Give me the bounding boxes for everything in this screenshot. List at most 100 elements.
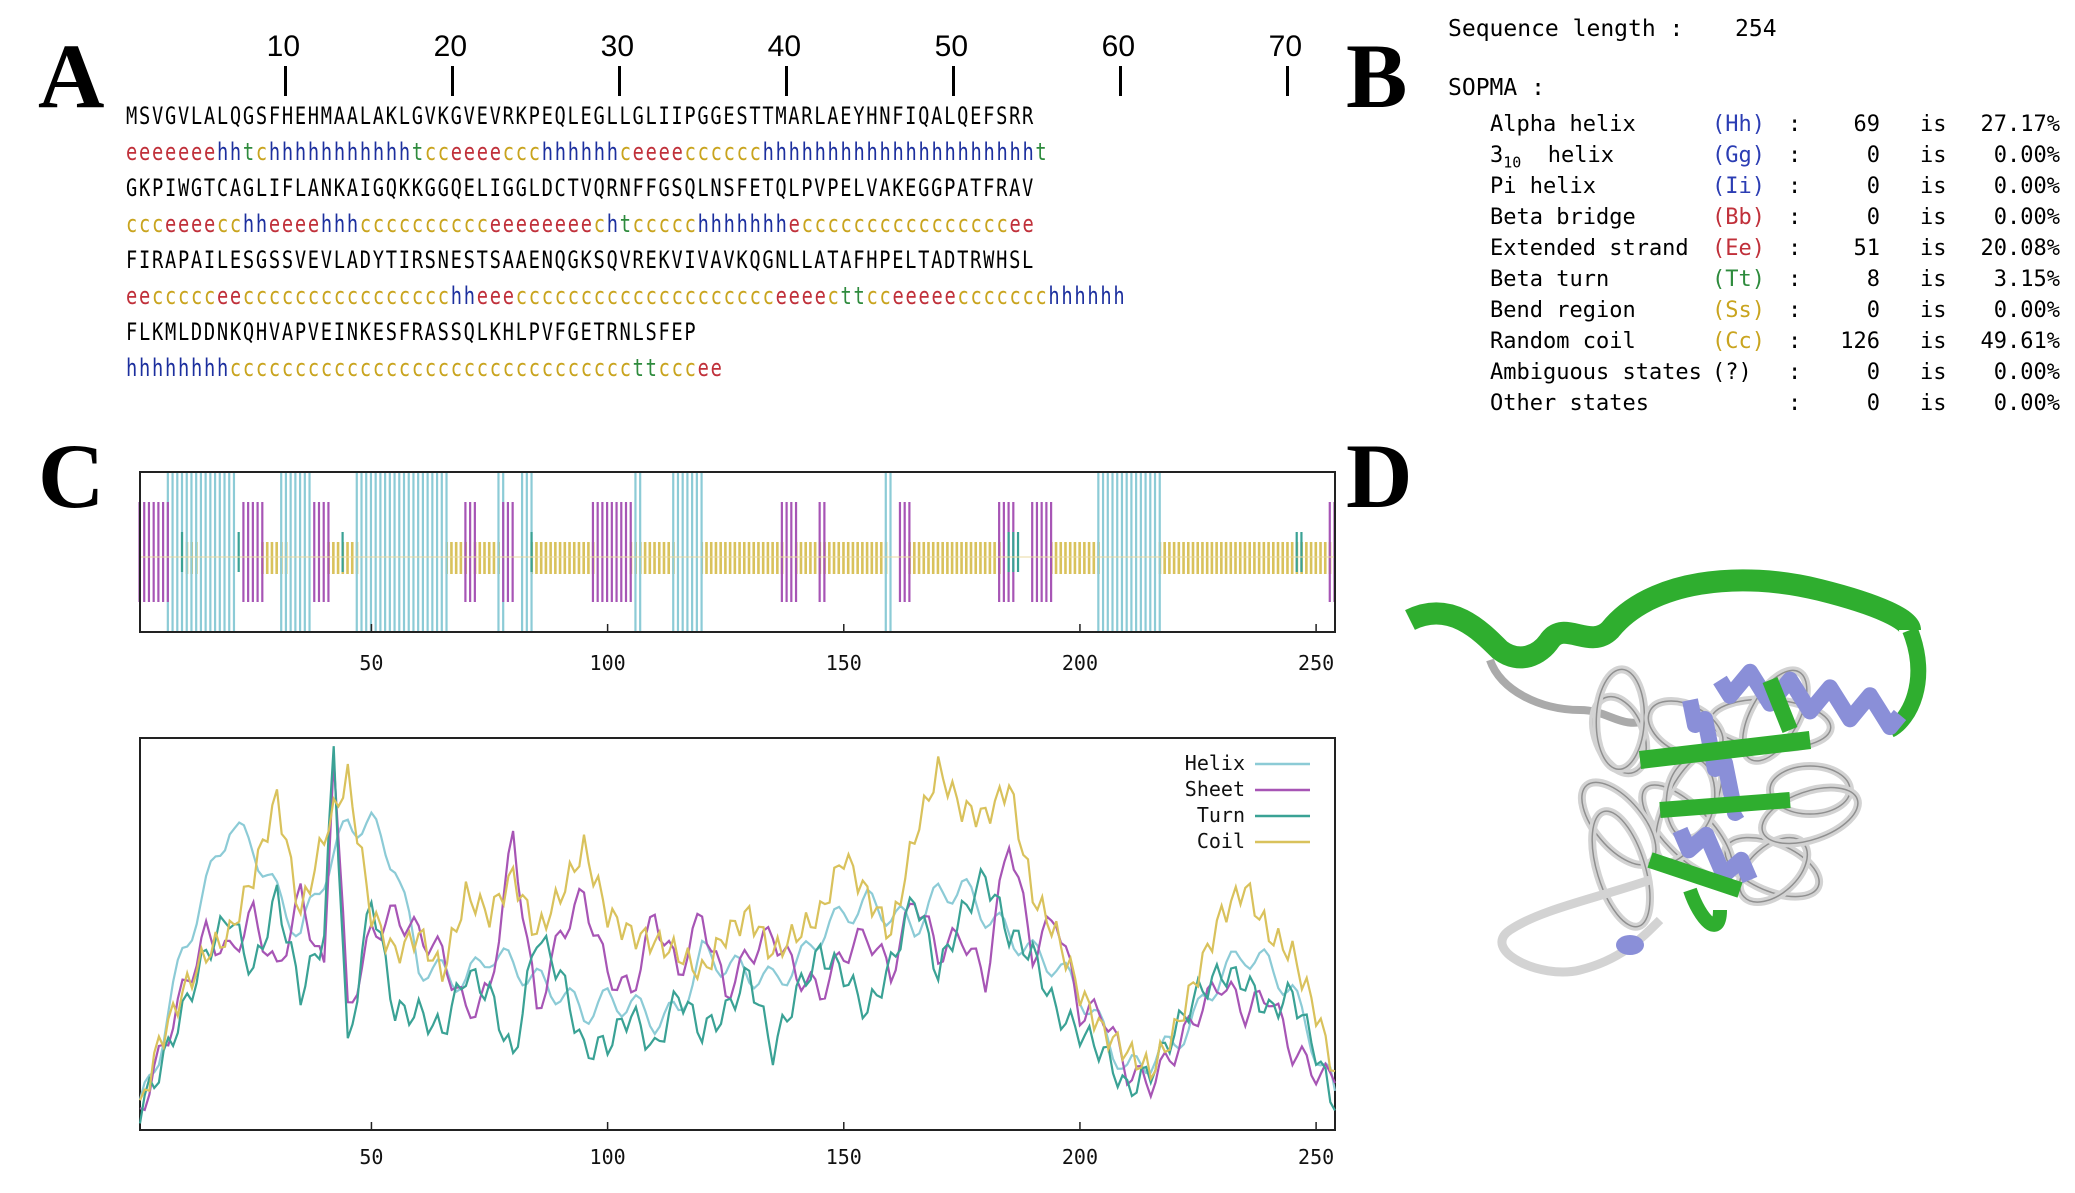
track-mark-helix (402, 472, 406, 632)
track-mark-turn (180, 532, 184, 572)
track-mark-helix (228, 472, 231, 632)
track-mark-helix (440, 472, 443, 632)
sopma-is: is (1920, 329, 1947, 354)
track-mark-coil (1309, 542, 1313, 574)
track-mark-coil (974, 542, 978, 574)
strand-core-1 (1638, 731, 1812, 769)
sopma-colon: : (1788, 112, 1802, 137)
track-mark-coil (1238, 542, 1242, 574)
track-mark-coil (336, 542, 340, 574)
panel-label-b: B (1346, 25, 1408, 127)
ruler-number: 20 (433, 30, 468, 63)
track-mark-coil (983, 542, 987, 574)
legend-label: Helix (1185, 751, 1245, 775)
track-mark-coil (813, 542, 817, 574)
coil-left (1486, 658, 1652, 727)
track-mark-helix (1101, 472, 1105, 632)
track-mark-coil (950, 542, 954, 574)
track-mark-sheet (256, 502, 259, 602)
panel-label-c: C (38, 425, 105, 527)
track-mark-sheet (502, 502, 505, 602)
track-mark-coil (988, 542, 992, 574)
ruler-tick (617, 66, 621, 96)
sopma-stats: Sequence length : 254 SOPMA : Alpha heli… (1440, 8, 2060, 416)
track-mark-coil (1078, 542, 1081, 574)
track-mark-coil (922, 542, 926, 574)
sopma-count: 126 (1840, 329, 1880, 354)
track-mark-sheet (464, 502, 467, 602)
track-mark-helix (294, 472, 297, 632)
track-mark-helix (209, 472, 212, 632)
track-mark-turn (1012, 532, 1015, 572)
strand-lower (1683, 887, 1727, 932)
sopma-count: 8 (1866, 267, 1880, 292)
sopma-count: 0 (1866, 360, 1880, 385)
helix-ribbon (1682, 698, 1745, 821)
track-mark-coil (577, 542, 581, 574)
profile-line-coil (138, 756, 1336, 1101)
panel-label-a: A (38, 25, 105, 127)
track-mark-coil (964, 542, 968, 574)
track-mark-sheet (591, 502, 595, 602)
track-mark-helix (298, 472, 302, 632)
track-mark-sheet (147, 502, 151, 602)
sopma-count: 51 (1853, 236, 1881, 261)
track-mark-helix (445, 472, 448, 632)
track-mark-sheet (610, 502, 613, 602)
track-mark-coil (478, 542, 482, 574)
track-mark-sheet (322, 502, 325, 602)
track-mark-coil (1286, 542, 1289, 574)
sopma-is: is (1920, 298, 1947, 323)
sopma-count: 0 (1866, 298, 1880, 323)
track-mark-coil (1305, 542, 1308, 574)
track-mark-coil (941, 542, 944, 574)
track-mark-coil (1092, 542, 1096, 574)
track-mark-coil (804, 542, 807, 574)
track-mark-helix (1120, 472, 1124, 632)
sopma-colon: : (1788, 391, 1802, 416)
track-mark-coil (1186, 542, 1190, 574)
track-mark-coil (1172, 542, 1176, 574)
track-mark-sheet (469, 502, 472, 602)
ruler-number: 70 (1268, 30, 1303, 63)
track-mark-coil (1083, 542, 1086, 574)
track-mark-helix (284, 472, 288, 632)
amino-acid-row: GKPIWGTCAGLIFLANKAIGQKKGGQELIGGLDCTVQRNF… (126, 174, 1036, 202)
track-mark-coil (913, 542, 916, 574)
ruler-number: 50 (934, 30, 969, 63)
sopma-is: is (1920, 143, 1947, 168)
track-mark-helix (1139, 472, 1142, 632)
track-mark-sheet (1002, 502, 1005, 602)
track-mark-coil (667, 542, 671, 574)
track-mark-coil (657, 542, 661, 574)
sopma-pct: 0.00% (1993, 143, 2060, 168)
ruler-tick (1118, 66, 1122, 96)
track-mark-helix (213, 472, 217, 632)
track-mark-coil (946, 542, 949, 574)
track-mark-sheet (1031, 502, 1034, 602)
track-mark-coil (1073, 542, 1077, 574)
track-mark-sheet (152, 502, 155, 602)
track-mark-sheet (601, 502, 604, 602)
legend-label: Coil (1197, 829, 1245, 853)
track-mark-coil (955, 542, 959, 574)
track-mark-coil (724, 542, 727, 574)
coil-lower (1497, 875, 1664, 977)
track-mark-coil (1243, 542, 1247, 574)
sopma-name: Bend region (1490, 298, 1636, 323)
track-mark-coil (1068, 542, 1072, 574)
ruler-tick (283, 66, 287, 96)
ruler-number: 10 (266, 30, 301, 63)
secondary-structure-row: eeeeeeehhtchhhhhhhhhhhtcceeeeccchhhhhhce… (126, 138, 1049, 166)
track-mark-helix (421, 472, 424, 632)
track-mark-coil (865, 542, 869, 574)
track-mark-sheet (143, 502, 146, 602)
sopma-pct: 49.61% (1980, 329, 2060, 354)
track-mark-coil (572, 542, 576, 574)
sopma-code: (Hh) (1712, 112, 1765, 137)
sopma-code: (Ii) (1712, 174, 1765, 199)
sopma-code: (Bb) (1712, 205, 1765, 230)
track-mark-coil (828, 542, 831, 574)
coil-outline (1761, 786, 1859, 845)
